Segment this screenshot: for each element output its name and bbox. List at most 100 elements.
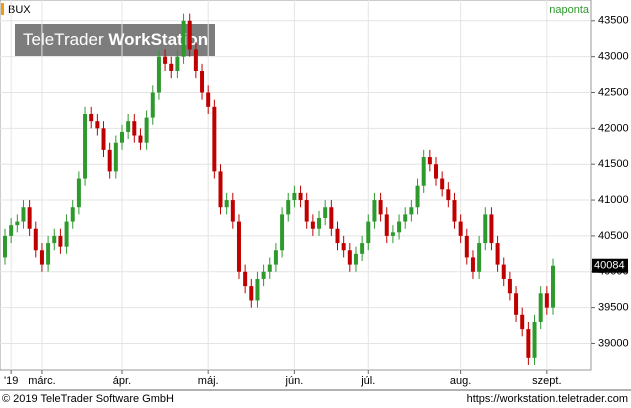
candle-body — [323, 207, 328, 218]
candle-body — [193, 49, 198, 71]
x-tick-label: ápr. — [113, 375, 131, 387]
candle-body — [27, 207, 32, 229]
candle-body — [489, 214, 494, 244]
candle-body — [95, 121, 100, 129]
candle-body — [33, 228, 38, 251]
candle-body — [403, 214, 408, 222]
candle-body — [360, 243, 365, 254]
candle-body — [507, 278, 512, 294]
candle-body — [200, 70, 205, 93]
y-tick-label: 43000 — [598, 51, 629, 63]
candle-body — [353, 253, 358, 265]
candle-body — [335, 228, 340, 244]
candle-body — [169, 63, 174, 71]
candle-body — [89, 114, 94, 122]
candle-body — [378, 200, 383, 215]
candle-body — [501, 264, 506, 279]
candle-body — [119, 131, 124, 143]
candle-body — [538, 293, 543, 322]
candle-body — [150, 92, 155, 118]
candle-body — [544, 293, 549, 308]
candle-body — [526, 329, 531, 358]
plot-frame — [0, 0, 592, 371]
candle-body — [434, 164, 439, 179]
candle-body — [21, 207, 26, 222]
x-tick-label: '19 — [4, 375, 18, 387]
candle-body — [206, 92, 211, 107]
candle-body — [52, 235, 57, 244]
candle-body — [446, 189, 451, 201]
candle-body — [483, 214, 488, 244]
candle-body — [390, 232, 395, 236]
y-tick-label: 41500 — [598, 158, 629, 170]
candle-body — [495, 243, 500, 265]
candle-body — [452, 200, 457, 222]
candle-body — [267, 264, 272, 272]
candle-body — [347, 250, 352, 265]
candle-body — [46, 243, 51, 265]
candle-body — [397, 221, 402, 233]
x-tick-label: márc. — [28, 375, 56, 387]
y-tick-label: 40500 — [598, 230, 629, 242]
candle-body — [163, 56, 168, 64]
x-tick-label: máj. — [198, 375, 219, 387]
candle-body — [101, 128, 106, 150]
candle-body — [409, 207, 414, 215]
candle-body — [329, 207, 334, 229]
candle-body — [470, 257, 475, 272]
frequency: naponta — [549, 4, 590, 16]
candle-body — [384, 214, 389, 236]
candle-body — [224, 200, 229, 208]
candle-body — [280, 214, 285, 251]
candle-body — [187, 20, 192, 50]
candle-body — [64, 221, 69, 247]
candle-body — [255, 278, 260, 301]
candle-body — [126, 121, 131, 132]
candle-body — [286, 200, 291, 215]
candle-body — [230, 200, 235, 222]
copyright: © 2019 TeleTrader Software GmbH — [2, 393, 174, 405]
watermark-product: WorkStation — [108, 30, 208, 49]
candle-body — [76, 178, 81, 208]
candle-body — [273, 250, 278, 265]
chart-title: BUX — [8, 4, 31, 16]
candle-body — [132, 121, 137, 136]
candle-body — [58, 235, 63, 247]
candle-body — [464, 235, 469, 258]
series-marker — [1, 3, 4, 15]
url: https://workstation.teletrader.com — [467, 393, 628, 405]
candle-body — [310, 221, 315, 229]
candle-body — [372, 200, 377, 222]
candle-body — [181, 20, 186, 57]
y-tick-label: 39000 — [598, 337, 629, 349]
candle-body — [440, 178, 445, 190]
candle-body — [427, 157, 432, 165]
x-tick-label: szept. — [532, 375, 561, 387]
y-tick-label: 41000 — [598, 194, 629, 206]
x-tick-label: jún. — [285, 375, 304, 387]
candle-body — [477, 243, 482, 272]
candle-body — [107, 149, 112, 172]
candle-body — [138, 135, 143, 143]
candle-body — [212, 106, 217, 172]
candle-body — [9, 225, 14, 236]
x-tick-label: aug. — [450, 375, 471, 387]
candle-body — [298, 192, 303, 201]
candle-body — [243, 271, 248, 287]
candle-body — [304, 200, 309, 222]
y-tick-label: 42000 — [598, 122, 629, 134]
y-tick-label: 43500 — [598, 15, 629, 27]
candle-body — [15, 221, 20, 226]
candle-body — [341, 243, 346, 251]
candle-body — [175, 56, 180, 71]
candle-body — [366, 221, 371, 244]
candle-body — [39, 250, 44, 265]
candle-body — [551, 265, 555, 308]
candle-body — [514, 293, 519, 315]
candle-body — [415, 185, 420, 208]
candle-body — [520, 314, 525, 330]
candle-body — [249, 286, 254, 301]
watermark: TeleTrader WorkStation — [23, 30, 208, 49]
last-value-box — [592, 258, 628, 273]
